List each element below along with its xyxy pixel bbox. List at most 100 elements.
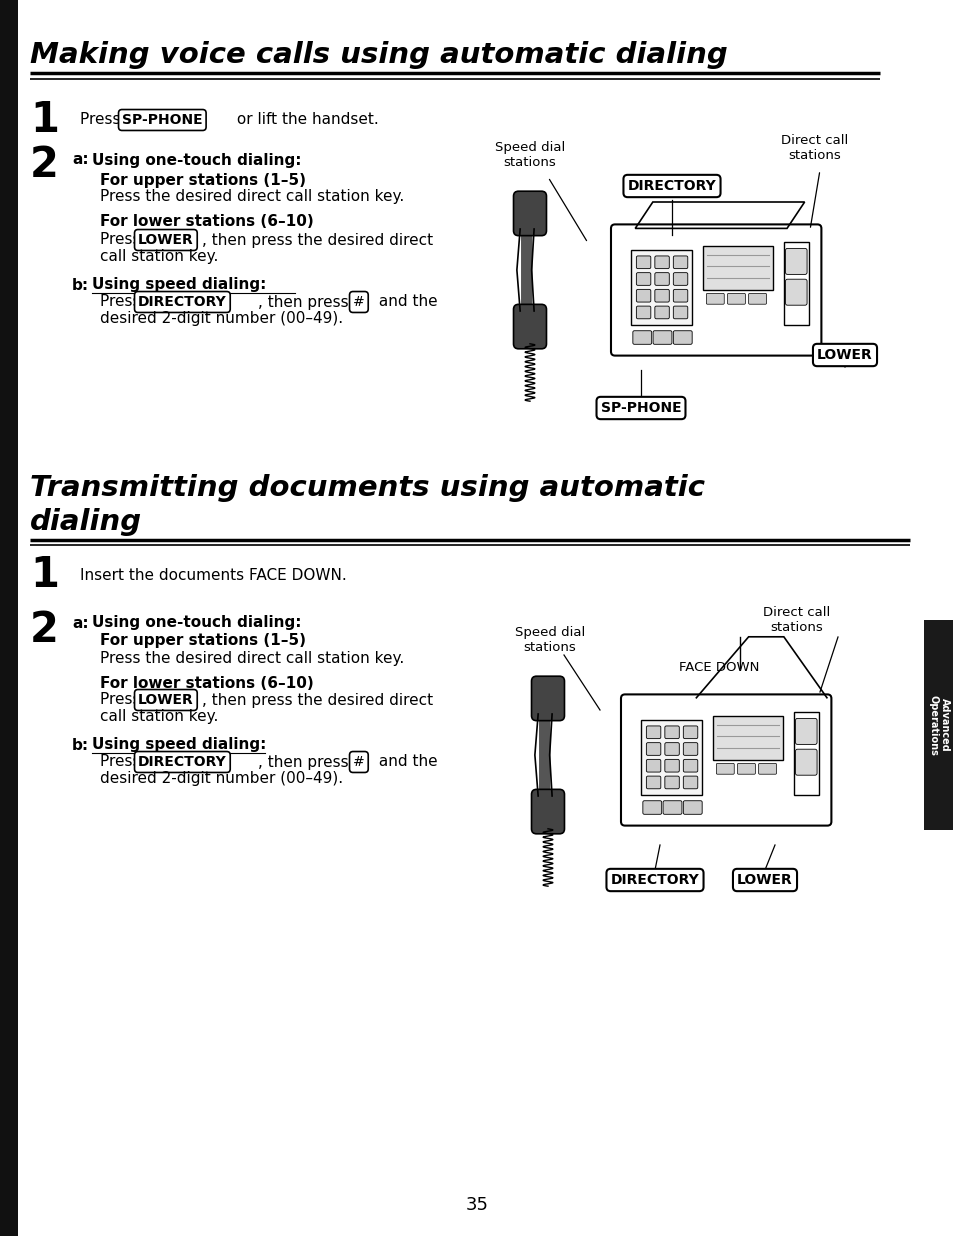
- Text: desired 2-digit number (00–49).: desired 2-digit number (00–49).: [100, 771, 343, 786]
- Text: , then press: , then press: [257, 294, 354, 309]
- FancyBboxPatch shape: [682, 743, 697, 755]
- Text: call station key.: call station key.: [100, 709, 218, 724]
- Text: Speed dial
stations: Speed dial stations: [515, 625, 584, 654]
- Text: LOWER: LOWER: [817, 349, 872, 362]
- FancyBboxPatch shape: [727, 293, 744, 304]
- Text: DIRECTORY: DIRECTORY: [610, 873, 699, 887]
- FancyBboxPatch shape: [795, 749, 816, 775]
- Bar: [640, 721, 701, 795]
- Text: Insert the documents FACE DOWN.: Insert the documents FACE DOWN.: [80, 567, 346, 582]
- FancyBboxPatch shape: [662, 801, 681, 815]
- FancyBboxPatch shape: [705, 293, 723, 304]
- Text: b:: b:: [71, 278, 89, 293]
- Text: LOWER: LOWER: [737, 873, 792, 887]
- Text: or lift the handset.: or lift the handset.: [232, 112, 378, 127]
- FancyBboxPatch shape: [654, 273, 669, 286]
- FancyBboxPatch shape: [636, 289, 650, 302]
- Text: Press the desired direct call station key.: Press the desired direct call station ke…: [100, 650, 404, 665]
- FancyBboxPatch shape: [758, 764, 776, 774]
- FancyBboxPatch shape: [646, 743, 660, 755]
- FancyBboxPatch shape: [513, 192, 546, 236]
- Text: 2: 2: [30, 609, 59, 651]
- FancyBboxPatch shape: [664, 776, 679, 789]
- Text: a:: a:: [71, 152, 89, 168]
- Text: Press: Press: [100, 692, 145, 707]
- Text: 1: 1: [30, 554, 59, 596]
- FancyBboxPatch shape: [748, 293, 765, 304]
- FancyBboxPatch shape: [682, 759, 697, 772]
- FancyBboxPatch shape: [682, 726, 697, 739]
- FancyBboxPatch shape: [737, 764, 755, 774]
- Text: and the: and the: [374, 294, 437, 309]
- Text: and the: and the: [374, 754, 437, 770]
- Bar: [712, 716, 782, 760]
- Text: For upper stations (1–5): For upper stations (1–5): [100, 173, 306, 188]
- Text: 1: 1: [30, 99, 59, 141]
- Text: DIRECTORY: DIRECTORY: [138, 295, 227, 309]
- FancyBboxPatch shape: [795, 718, 816, 744]
- FancyBboxPatch shape: [646, 726, 660, 739]
- FancyBboxPatch shape: [531, 790, 564, 834]
- FancyBboxPatch shape: [636, 273, 650, 286]
- FancyBboxPatch shape: [636, 256, 650, 268]
- FancyBboxPatch shape: [673, 331, 692, 345]
- Bar: [630, 251, 692, 325]
- Text: Press: Press: [100, 754, 145, 770]
- Text: , then press the desired direct: , then press the desired direct: [202, 232, 433, 247]
- FancyBboxPatch shape: [682, 776, 697, 789]
- Text: Using speed dialing:: Using speed dialing:: [91, 738, 266, 753]
- Text: 35: 35: [465, 1196, 488, 1214]
- Bar: [783, 241, 808, 325]
- Text: Advanced
Operations: Advanced Operations: [927, 695, 949, 755]
- Text: , then press the desired direct: , then press the desired direct: [202, 692, 433, 707]
- FancyBboxPatch shape: [673, 307, 687, 319]
- Text: b:: b:: [71, 738, 89, 753]
- FancyBboxPatch shape: [642, 801, 661, 815]
- Text: SP-PHONE: SP-PHONE: [600, 400, 680, 415]
- FancyBboxPatch shape: [673, 256, 687, 268]
- Text: desired 2-digit number (00–49).: desired 2-digit number (00–49).: [100, 311, 343, 326]
- Text: For lower stations (6–10): For lower stations (6–10): [100, 215, 314, 230]
- FancyBboxPatch shape: [646, 759, 660, 772]
- FancyBboxPatch shape: [654, 256, 669, 268]
- FancyBboxPatch shape: [620, 695, 830, 826]
- FancyBboxPatch shape: [654, 289, 669, 302]
- Text: Using one-touch dialing:: Using one-touch dialing:: [91, 152, 301, 168]
- Text: #: #: [353, 295, 364, 309]
- FancyBboxPatch shape: [664, 726, 679, 739]
- FancyBboxPatch shape: [653, 331, 671, 345]
- FancyBboxPatch shape: [636, 307, 650, 319]
- Text: Press the desired direct call station key.: Press the desired direct call station ke…: [100, 189, 404, 204]
- FancyBboxPatch shape: [654, 307, 669, 319]
- Bar: [702, 246, 773, 290]
- FancyBboxPatch shape: [513, 304, 546, 349]
- FancyBboxPatch shape: [632, 331, 651, 345]
- Text: Transmitting documents using automatic: Transmitting documents using automatic: [30, 473, 704, 502]
- FancyBboxPatch shape: [673, 273, 687, 286]
- Text: Press: Press: [100, 294, 145, 309]
- Text: FACE DOWN: FACE DOWN: [678, 661, 759, 674]
- Text: Making voice calls using automatic dialing: Making voice calls using automatic diali…: [30, 41, 727, 69]
- Text: Speed dial
stations: Speed dial stations: [495, 141, 564, 169]
- Bar: [923, 620, 953, 831]
- Text: For lower stations (6–10): For lower stations (6–10): [100, 676, 314, 691]
- Text: DIRECTORY: DIRECTORY: [138, 755, 227, 769]
- FancyBboxPatch shape: [716, 764, 734, 774]
- Text: Direct call
stations: Direct call stations: [781, 133, 848, 162]
- Text: , then press: , then press: [257, 754, 354, 770]
- FancyBboxPatch shape: [682, 801, 701, 815]
- FancyBboxPatch shape: [673, 289, 687, 302]
- Text: Direct call
stations: Direct call stations: [762, 606, 829, 634]
- Text: Using one-touch dialing:: Using one-touch dialing:: [91, 616, 301, 630]
- FancyBboxPatch shape: [646, 776, 660, 789]
- Text: LOWER: LOWER: [138, 234, 193, 247]
- Text: For upper stations (1–5): For upper stations (1–5): [100, 634, 306, 649]
- Text: dialing: dialing: [30, 508, 142, 536]
- Text: Using speed dialing:: Using speed dialing:: [91, 278, 266, 293]
- Bar: [0, 0, 18, 1236]
- Text: Press: Press: [100, 232, 145, 247]
- FancyBboxPatch shape: [664, 759, 679, 772]
- Text: DIRECTORY: DIRECTORY: [627, 179, 716, 193]
- Text: a:: a:: [71, 616, 89, 630]
- Text: Press: Press: [80, 112, 125, 127]
